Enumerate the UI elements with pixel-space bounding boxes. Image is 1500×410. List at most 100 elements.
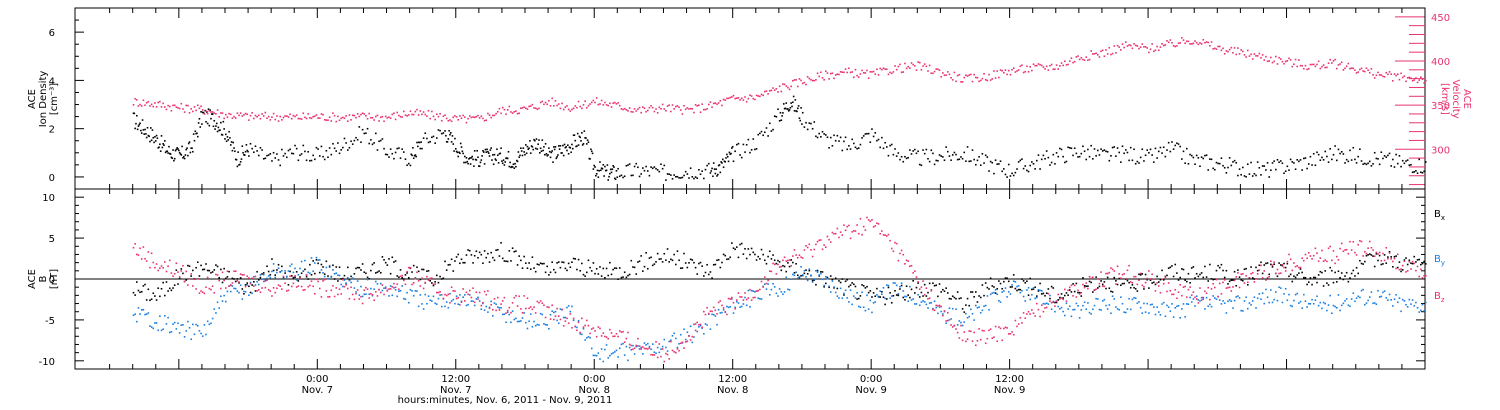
top-data-point [192,110,194,113]
bottom-data-point-bx [604,276,606,279]
bottom-data-point-by [701,327,703,330]
bottom-data-point-bz [881,230,883,232]
bottom-data-point-bz [180,270,183,272]
top-data-point [541,100,544,103]
top-data-point [1345,65,1348,68]
bottom-data-point-bz [450,286,453,289]
bottom-data-point-bx [284,272,286,274]
bottom-data-point-bz [335,287,338,289]
bottom-data-point-bx [1418,258,1421,261]
bottom-data-point-bz [861,233,863,236]
bottom-data-point-by [295,279,298,281]
top-data-point [230,141,233,143]
bottom-data-point-by [744,296,746,299]
top-data-point [1006,73,1008,76]
bottom-data-point-bz [361,302,364,305]
bottom-data-point-bz [943,310,946,312]
bottom-data-point-bz [406,270,408,273]
bottom-data-point-by [1228,299,1231,301]
bottom-data-point-bz [1197,302,1200,304]
bottom-data-point-by [826,277,829,280]
bottom-data-point-bx [651,264,654,267]
bottom-data-point-bz [1024,317,1027,320]
bottom-data-point-by [1408,298,1411,301]
bottom-data-point-bz [732,301,735,304]
top-data-point [834,74,837,76]
bottom-data-point-bx [882,296,885,299]
bottom-data-point-bz [965,340,967,343]
bottom-data-point-bx [399,269,402,271]
bottom-data-point-bx [1156,275,1158,278]
bottom-data-point-by [544,323,547,326]
bottom-data-point-bz [935,304,938,307]
bottom-data-point-bz [1411,260,1414,263]
bottom-data-point-bz [1288,253,1290,256]
top-data-point [493,153,496,156]
top-data-point [1093,53,1096,55]
top-data-point [508,105,511,108]
top-data-point [475,115,478,118]
top-data-point [890,143,893,146]
top-data-point [181,145,183,148]
bottom-data-point-bz [1340,242,1343,245]
bottom-data-point-bx [668,261,671,263]
top-data-point [1378,163,1381,166]
bottom-data-point-by [447,306,450,309]
bottom-data-point-bx [480,253,483,256]
top-data-point [1204,154,1206,157]
bottom-data-point-by [584,339,586,341]
bottom-data-point-bz [409,267,412,269]
top-data-point [557,145,560,147]
bottom-data-point-bz [1223,279,1226,281]
top-data-point [714,102,717,104]
top-data-point [938,69,941,71]
top-data-point [604,169,607,172]
top-data-point [899,158,901,161]
bottom-data-point-by [388,295,390,297]
top-data-point [417,141,420,144]
bottom-data-point-bz [1103,285,1106,288]
top-data-point [1319,67,1322,70]
top-data-point [1261,165,1264,167]
top-data-point [1410,163,1412,166]
top-data-point [871,71,873,73]
top-data-point [506,157,508,159]
top-data-point [590,150,593,153]
bottom-data-point-bz [790,265,792,267]
bottom-data-point-by [155,322,158,324]
top-data-point [442,115,445,118]
bottom-data-point-bz [877,223,880,225]
top-data-point [712,175,714,178]
bottom-data-point-bz [1085,282,1088,284]
bottom-data-point-by [1410,303,1412,305]
top-data-point [147,134,150,137]
top-data-point [1185,147,1188,150]
top-data-point [253,151,255,154]
top-data-point [815,79,817,81]
top-data-point [614,177,616,180]
top-right-tick-label: 400 [1431,57,1450,68]
top-data-point [588,157,591,160]
bottom-data-point-bx [754,253,756,256]
top-data-point [905,157,908,160]
bottom-data-point-bz [734,307,736,310]
bottom-data-point-by [299,267,301,270]
bottom-data-point-by [899,285,901,288]
bottom-data-point-bx [963,311,966,313]
top-data-point [1161,43,1163,45]
bottom-data-point-by [569,310,572,313]
bottom-data-point-bx [361,263,364,265]
top-data-point [877,138,880,141]
top-data-point [471,155,474,158]
bottom-data-point-bz [355,292,357,295]
bottom-data-point-by [401,285,403,287]
bottom-data-point-by [968,315,971,318]
bottom-data-point-bx [602,267,605,270]
bottom-data-point-bx [287,283,290,286]
top-data-point [603,175,605,177]
top-data-point [576,132,579,135]
bottom-data-point-bz [942,314,944,317]
top-data-point [897,65,900,68]
bottom-data-point-by [309,272,311,275]
bottom-data-point-bz [391,285,394,288]
